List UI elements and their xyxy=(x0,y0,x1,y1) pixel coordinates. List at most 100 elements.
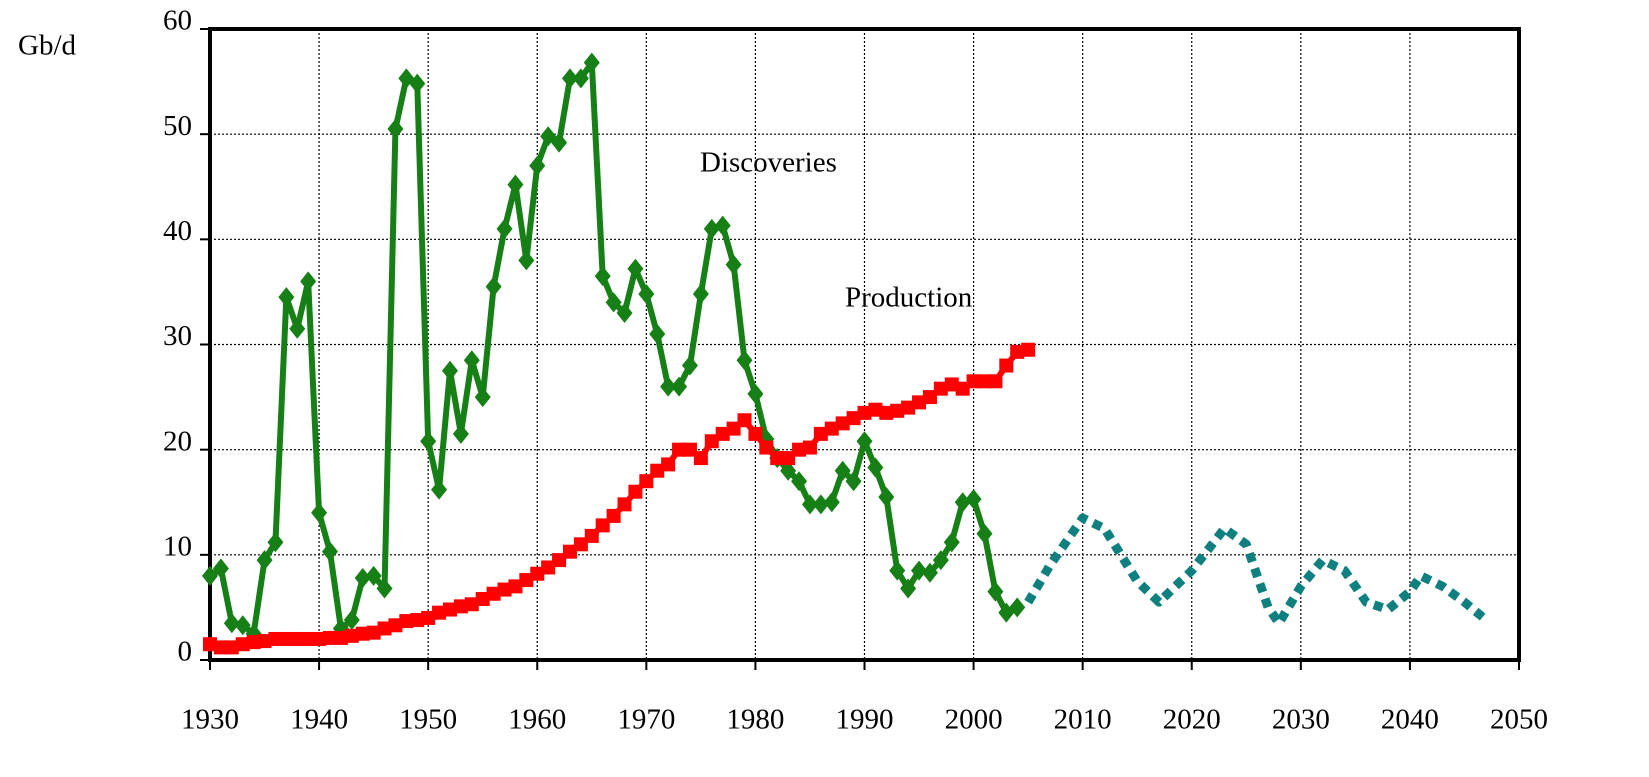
marker xyxy=(954,492,971,513)
marker xyxy=(485,276,502,297)
marker xyxy=(432,605,447,620)
marker xyxy=(594,266,611,287)
marker xyxy=(781,451,796,466)
marker xyxy=(290,631,305,646)
marker xyxy=(813,426,828,441)
marker xyxy=(507,174,524,195)
y-tick-label: 30 xyxy=(163,320,192,352)
marker xyxy=(867,457,884,478)
marker xyxy=(627,258,644,279)
marker xyxy=(256,550,273,571)
marker xyxy=(333,630,348,645)
marker xyxy=(311,502,328,523)
marker xyxy=(1010,344,1025,359)
marker xyxy=(606,508,621,523)
marker xyxy=(355,626,370,641)
marker xyxy=(660,376,677,397)
marker xyxy=(410,613,425,628)
x-tick-label: 2050 xyxy=(1490,704,1548,736)
marker xyxy=(453,599,468,614)
marker xyxy=(1009,597,1026,618)
marker xyxy=(366,625,381,640)
marker xyxy=(552,553,567,568)
x-tick-label: 2010 xyxy=(1054,704,1112,736)
marker xyxy=(441,360,458,381)
marker xyxy=(987,581,1004,602)
marker xyxy=(976,523,993,544)
marker xyxy=(770,451,785,466)
marker xyxy=(212,558,229,579)
marker xyxy=(421,610,436,625)
marker xyxy=(452,423,469,444)
marker xyxy=(759,440,774,455)
marker xyxy=(431,479,448,500)
marker xyxy=(737,413,752,428)
marker xyxy=(780,460,797,481)
marker xyxy=(573,537,588,552)
marker xyxy=(977,374,992,389)
marker xyxy=(561,68,578,89)
y-tick-label: 60 xyxy=(163,5,192,37)
marker xyxy=(638,284,655,305)
marker xyxy=(301,631,316,646)
marker xyxy=(202,565,218,586)
marker xyxy=(464,597,479,612)
marker xyxy=(213,640,228,655)
marker xyxy=(922,390,937,405)
marker xyxy=(223,613,240,634)
marker xyxy=(943,532,960,553)
y-tick-label: 10 xyxy=(163,530,192,562)
x-tick-label: 2020 xyxy=(1163,704,1221,736)
marker xyxy=(955,381,970,396)
marker xyxy=(748,426,763,441)
marker xyxy=(365,565,382,586)
marker xyxy=(508,579,523,594)
marker xyxy=(377,621,392,636)
marker xyxy=(409,73,426,94)
series-label: Production xyxy=(845,282,973,314)
marker xyxy=(497,582,512,597)
marker xyxy=(224,640,239,655)
marker xyxy=(999,358,1014,373)
marker xyxy=(278,287,295,308)
marker xyxy=(267,532,284,553)
marker xyxy=(321,541,338,562)
marker xyxy=(965,489,982,510)
marker xyxy=(792,442,807,457)
marker xyxy=(519,573,534,588)
marker xyxy=(399,614,414,629)
marker xyxy=(246,635,261,650)
y-tick-label: 20 xyxy=(163,425,192,457)
marker xyxy=(801,494,818,515)
marker xyxy=(474,387,491,408)
marker xyxy=(289,318,306,339)
x-tick-label: 2000 xyxy=(945,704,1003,736)
marker xyxy=(672,442,687,457)
marker xyxy=(628,484,643,499)
marker xyxy=(279,631,294,646)
marker xyxy=(693,451,708,466)
marker xyxy=(486,586,501,601)
x-tick-label: 1970 xyxy=(617,704,675,736)
marker xyxy=(703,218,720,239)
marker xyxy=(715,426,730,441)
y-tick-label: 50 xyxy=(163,110,192,142)
marker xyxy=(605,292,622,313)
marker xyxy=(912,395,927,410)
marker xyxy=(572,68,589,89)
marker xyxy=(966,374,981,389)
marker xyxy=(617,497,632,512)
marker xyxy=(518,250,535,271)
marker xyxy=(530,566,545,581)
marker xyxy=(442,602,457,617)
marker xyxy=(343,610,360,631)
marker xyxy=(671,376,688,397)
marker xyxy=(900,578,917,599)
marker xyxy=(747,383,764,404)
marker xyxy=(988,374,1003,389)
marker xyxy=(496,218,513,239)
marker xyxy=(857,405,872,420)
marker xyxy=(616,302,633,323)
marker xyxy=(203,637,217,652)
